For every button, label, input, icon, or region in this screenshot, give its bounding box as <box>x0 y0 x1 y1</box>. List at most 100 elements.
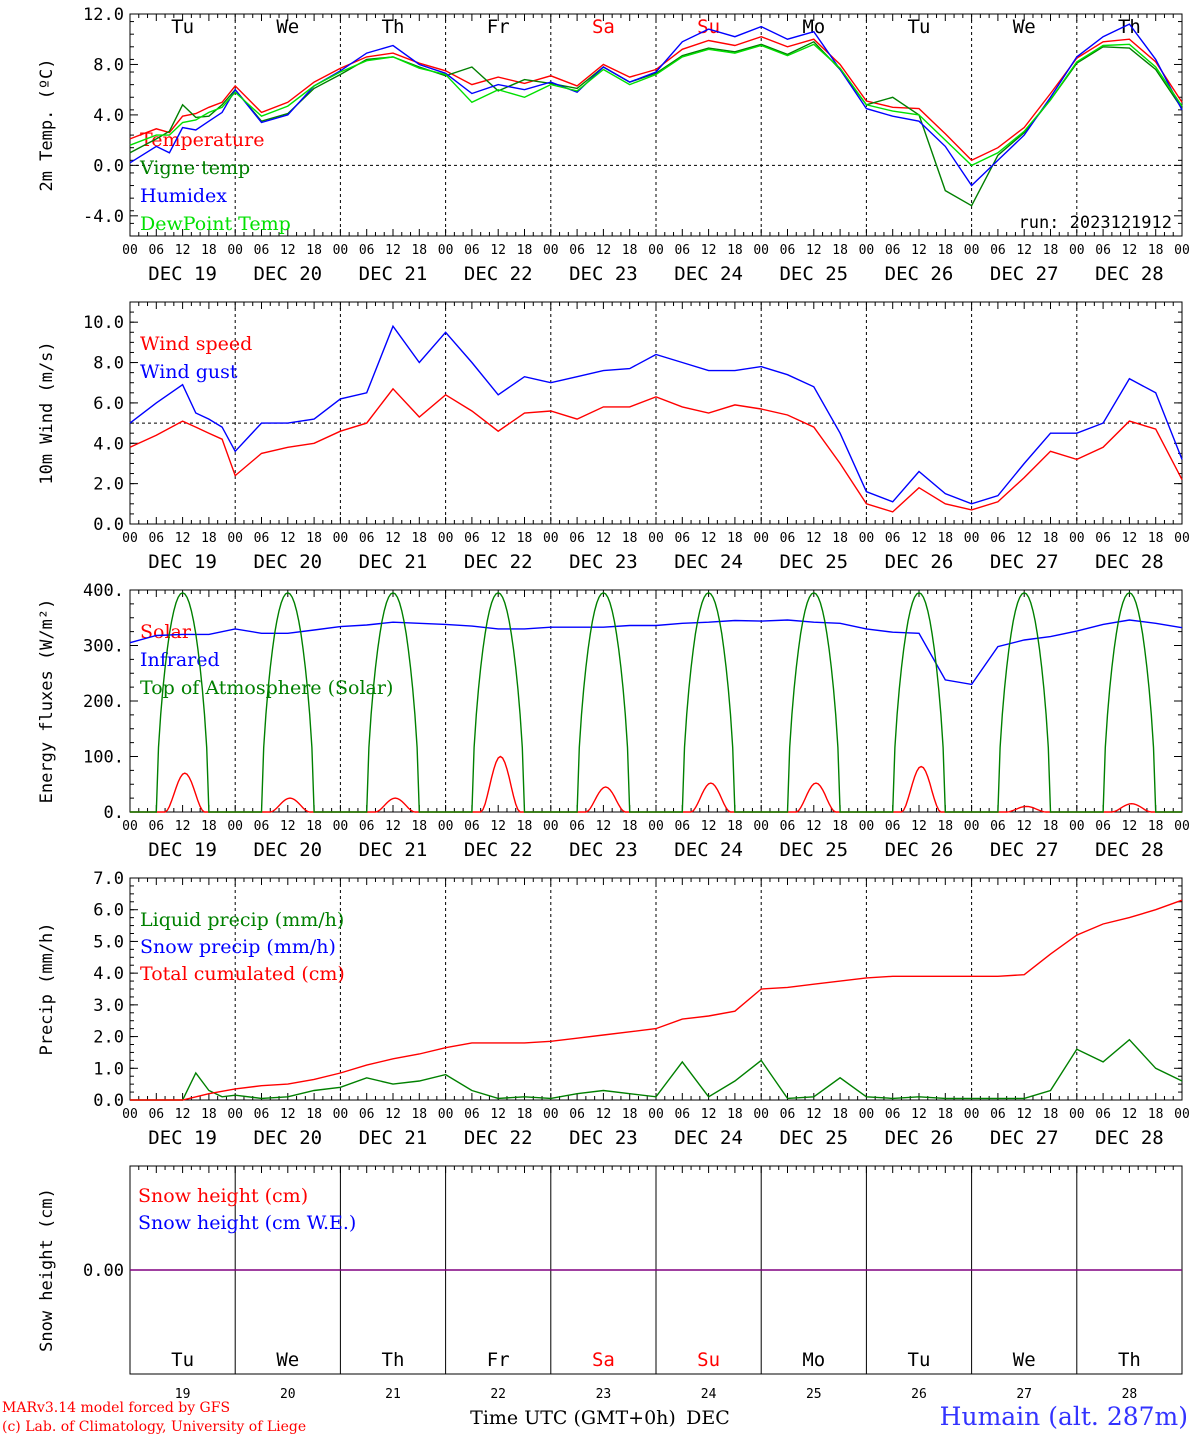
x-hour-label: 18 <box>306 243 322 258</box>
series-0-3-line <box>129 43 1183 167</box>
x-hour-label: 12 <box>175 1107 191 1122</box>
x-hour-label: 18 <box>832 1107 848 1122</box>
x-hour-label: 06 <box>464 819 480 834</box>
x-date-label: DEC 19 <box>148 551 217 573</box>
series-1-1-line <box>129 324 1183 505</box>
x-hour-label: 00 <box>543 1107 559 1122</box>
x-hour-label: 00 <box>543 819 559 834</box>
x-hour-label: 06 <box>148 819 164 834</box>
x-hour-label: 06 <box>1095 531 1111 546</box>
x-hour-label: 18 <box>1043 819 1059 834</box>
y-tick-label: 0.0 <box>93 515 124 535</box>
x-hour-label: 18 <box>201 243 217 258</box>
x-hour-label: 18 <box>937 1107 953 1122</box>
y-tick-label: 300. <box>83 637 124 657</box>
x-hour-label: 12 <box>1122 819 1138 834</box>
x-hour-label: 12 <box>280 243 296 258</box>
x-hour-label: 06 <box>674 1107 690 1122</box>
legend-entry: Infrared <box>140 649 220 671</box>
y-tick-label: 6.0 <box>93 394 124 414</box>
y-tick-label: 8.0 <box>93 55 124 75</box>
y-tick-label: 0. <box>104 803 124 823</box>
day-number-label: 24 <box>701 1387 717 1402</box>
x-hour-label: 18 <box>1043 531 1059 546</box>
x-hour-label: 18 <box>727 243 743 258</box>
x-hour-label: 06 <box>359 531 375 546</box>
weekday-label: Su <box>697 16 720 38</box>
x-date-label: DEC 26 <box>885 263 954 285</box>
x-hour-label: 12 <box>490 531 506 546</box>
x-date-label: DEC 20 <box>253 1127 322 1149</box>
y-tick-label: 3.0 <box>93 996 124 1016</box>
x-date-label: DEC 24 <box>674 839 743 861</box>
x-hour-label: 18 <box>517 1107 533 1122</box>
x-hour-label: 06 <box>674 243 690 258</box>
x-hour-label: 18 <box>517 531 533 546</box>
x-hour-label: 12 <box>490 1107 506 1122</box>
x-hour-label: 00 <box>227 1107 243 1122</box>
x-hour-label: 00 <box>333 243 349 258</box>
x-hour-label: 06 <box>990 1107 1006 1122</box>
x-hour-label: 00 <box>1174 819 1190 834</box>
x-date-label: DEC 28 <box>1095 551 1164 573</box>
series-0-0-line <box>129 35 1183 162</box>
weekday-label: Tu <box>171 16 194 38</box>
x-hour-label: 12 <box>806 819 822 834</box>
x-hour-label: 00 <box>964 243 980 258</box>
legend-entry: Solar <box>140 621 192 643</box>
x-hour-label: 18 <box>411 819 427 834</box>
x-hour-label: 12 <box>490 243 506 258</box>
x-date-label: DEC 25 <box>779 1127 848 1149</box>
x-hour-label: 18 <box>306 531 322 546</box>
x-hour-label: 18 <box>1148 1107 1164 1122</box>
x-hour-label: 06 <box>569 819 585 834</box>
panel-3: 0. 100. 200. 300. 400. Energy fluxes (W/m²) 00… <box>37 581 1190 861</box>
x-hour-label: 18 <box>201 1107 217 1122</box>
x-hour-label: 12 <box>280 1107 296 1122</box>
x-hour-label: 00 <box>648 819 664 834</box>
x-hour-label: 18 <box>411 243 427 258</box>
weekday-label: Tu <box>171 1349 194 1371</box>
y-tick-label: 12.0 <box>83 5 124 25</box>
x-date-label: DEC 25 <box>779 839 848 861</box>
day-number-label: 19 <box>175 1387 191 1402</box>
x-hour-label: 12 <box>385 243 401 258</box>
x-hour-label: 12 <box>701 531 717 546</box>
legend-entry: Liquid precip (mm/h) <box>140 909 344 931</box>
x-date-label: DEC 27 <box>990 1127 1059 1149</box>
x-date-label: DEC 20 <box>253 839 322 861</box>
x-axis-title: Time UTC (GMT+0h) <box>470 1407 676 1429</box>
x-hour-label: 18 <box>306 819 322 834</box>
y-tick-label: 0.00 <box>83 1261 124 1281</box>
x-hour-label: 18 <box>1148 531 1164 546</box>
x-hour-label: 00 <box>122 243 138 258</box>
panel-4: 0.0 1.0 2.0 3.0 4.0 5.0 6.0 7.0 Precip (mm/h) 00 0… <box>37 869 1190 1149</box>
x-hour-label: 00 <box>333 531 349 546</box>
x-hour-label: 00 <box>1069 1107 1085 1122</box>
x-date-label: DEC 26 <box>885 551 954 573</box>
legend-entry: Snow precip (mm/h) <box>140 936 336 958</box>
x-hour-label: 00 <box>648 531 664 546</box>
x-date-label: DEC 28 <box>1095 839 1164 861</box>
x-hour-label: 00 <box>227 819 243 834</box>
x-hour-label: 00 <box>227 243 243 258</box>
weekday-label: We <box>1013 16 1036 38</box>
x-hour-label: 00 <box>648 1107 664 1122</box>
x-hour-label: 12 <box>385 531 401 546</box>
x-hour-label: 06 <box>990 819 1006 834</box>
y-tick-label: 4.0 <box>93 434 124 454</box>
x-hour-label: 00 <box>122 819 138 834</box>
x-hour-label: 00 <box>859 819 875 834</box>
x-hour-label: 06 <box>148 531 164 546</box>
x-hour-label: 00 <box>964 819 980 834</box>
weekday-label: Mo <box>802 1349 825 1371</box>
x-date-label: DEC 21 <box>359 551 428 573</box>
x-hour-label: 12 <box>280 531 296 546</box>
x-hour-label: 12 <box>1016 1107 1032 1122</box>
x-hour-label: 18 <box>622 819 638 834</box>
weekday-label: Th <box>382 1349 405 1371</box>
x-hour-label: 18 <box>937 531 953 546</box>
legend-entry: Temperature <box>140 129 264 151</box>
x-hour-label: 18 <box>411 531 427 546</box>
